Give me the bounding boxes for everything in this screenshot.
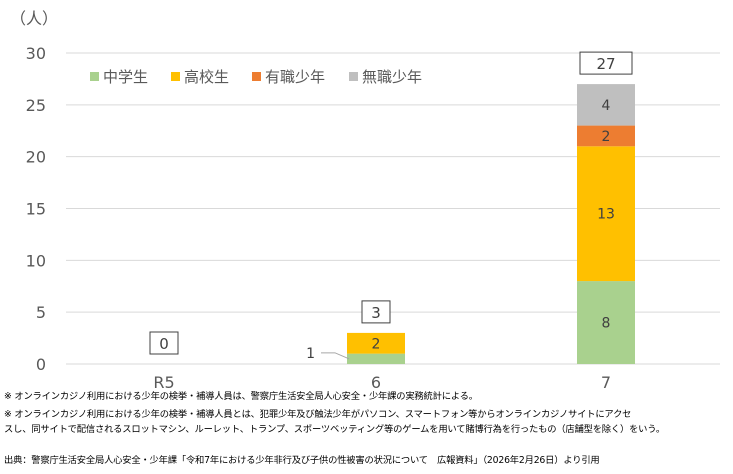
footnote-1: ※ オンラインカジノ利用における少年の検挙・補導人員は、警察庁生活安全局人心安全… bbox=[4, 391, 478, 402]
bar-segment bbox=[347, 353, 405, 364]
legend-entry: 有職少年 bbox=[265, 68, 325, 86]
data-label: 2 bbox=[602, 129, 611, 145]
y-tick-label: 0 bbox=[36, 355, 46, 374]
data-label: 8 bbox=[602, 316, 611, 332]
y-tick-label: 25 bbox=[26, 96, 46, 115]
legend-entry: 高校生 bbox=[184, 68, 229, 86]
data-label: 2 bbox=[372, 336, 381, 352]
legend-swatch bbox=[252, 72, 261, 81]
y-tick-label: 30 bbox=[26, 44, 46, 63]
legend-entry: 無職少年 bbox=[362, 68, 422, 86]
footnote-3: スし、同サイトで配信されるスロットマシン、ルーレット、トランプ、スポーツベッティ… bbox=[4, 424, 665, 435]
x-tick-label: 6 bbox=[371, 373, 381, 390]
y-tick-label: 20 bbox=[26, 148, 46, 167]
data-label: 4 bbox=[602, 98, 611, 114]
data-label: 13 bbox=[597, 207, 615, 223]
bar-segment bbox=[577, 125, 635, 147]
total-label: 3 bbox=[371, 304, 381, 322]
legend-entry: 中学生 bbox=[103, 68, 148, 86]
bar-segment bbox=[577, 84, 635, 126]
total-label: 27 bbox=[596, 55, 615, 73]
y-axis-unit-label: （人） bbox=[10, 9, 58, 28]
y-tick-label: 10 bbox=[26, 251, 46, 270]
legend-swatch bbox=[90, 72, 99, 81]
y-tick-label: 15 bbox=[26, 200, 46, 219]
source-citation: 出典：警察庁生活安全局人心安全・少年課「令和7年における少年非行及び子供の性被害… bbox=[4, 455, 600, 466]
bar-segment bbox=[577, 281, 635, 364]
total-label-box bbox=[579, 51, 633, 75]
y-tick-label: 5 bbox=[36, 303, 46, 322]
bar-segment bbox=[347, 332, 405, 354]
legend-swatch bbox=[349, 72, 358, 81]
x-tick-label: R5 bbox=[153, 373, 174, 390]
total-label: 0 bbox=[159, 335, 169, 353]
total-label-box bbox=[149, 331, 179, 355]
total-label-box bbox=[361, 300, 391, 324]
bar-segment bbox=[577, 146, 635, 282]
data-label: 1 bbox=[306, 346, 315, 362]
footnote-2: ※ オンラインカジノ利用における少年の検挙・補導人員とは、犯罪少年及び触法少年が… bbox=[4, 409, 632, 420]
x-tick-label: 7 bbox=[601, 373, 611, 390]
leader-line bbox=[321, 352, 350, 360]
legend-swatch bbox=[171, 72, 180, 81]
